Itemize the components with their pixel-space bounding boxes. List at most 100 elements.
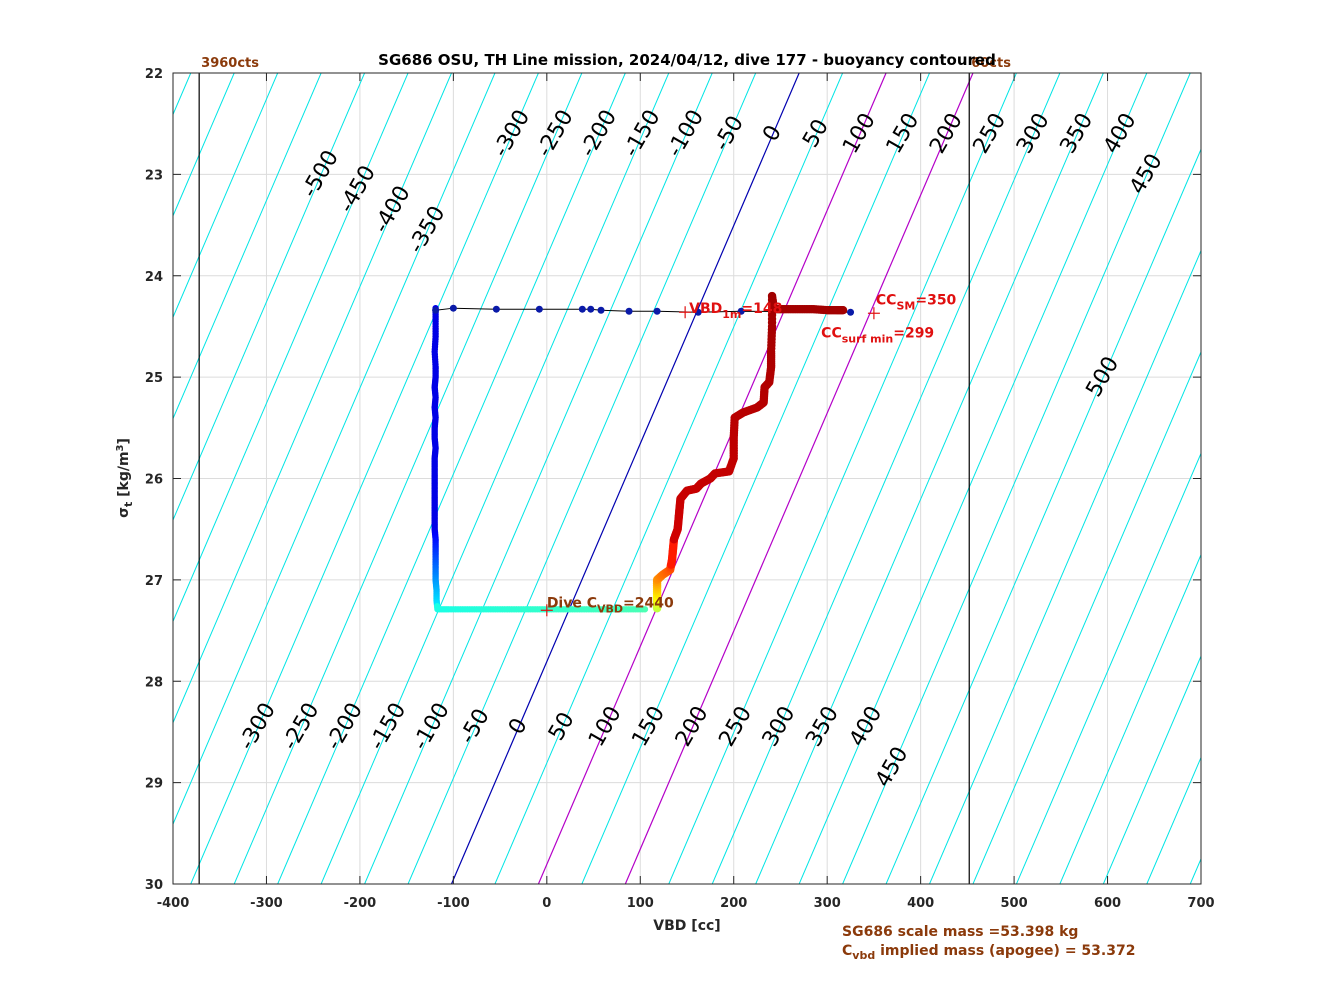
implied-mass-text: Cvbd implied mass (apogee) = 53.372 — [842, 943, 1135, 962]
contour-line — [929, 249, 1201, 884]
surface-point — [597, 306, 605, 314]
contour-line — [1102, 654, 1201, 884]
implied-mass-rest: implied mass (apogee) = 53.372 — [875, 943, 1135, 959]
x-tick-label: 300 — [814, 896, 841, 911]
cc-sm-label-sub: SM — [896, 299, 915, 312]
contour-line — [842, 73, 1191, 884]
vbd-1m-label-value: =148 — [741, 301, 782, 317]
surface-point — [578, 305, 586, 313]
y-tick-label: 28 — [145, 675, 163, 690]
surface-point — [737, 307, 745, 315]
implied-mass-prefix: C — [842, 943, 852, 959]
surface-point — [653, 307, 661, 315]
y-axis-label-sup: 3 — [115, 444, 126, 451]
y-tick-label: 27 — [145, 574, 163, 589]
surface-point — [587, 305, 595, 313]
implied-mass-sub: vbd — [852, 949, 875, 962]
y-tick-label: 29 — [145, 777, 163, 792]
vbd-limit-label: 60cts — [971, 56, 1011, 71]
surface-line — [435, 307, 851, 313]
axis-ticks: -400 -300 -200 -100 0 100 200 300 400 500 600 700 22… — [145, 67, 1215, 911]
surface-point — [449, 304, 457, 312]
dive-cvbd-label-sub: VBD — [597, 602, 623, 615]
contour-line — [173, 73, 279, 319]
x-tick-label: 700 — [1187, 896, 1214, 911]
x-tick-label: -100 — [437, 896, 470, 911]
contour-line — [1059, 553, 1201, 884]
x-tick-label: 500 — [1001, 896, 1028, 911]
cc-sm-label: CCSM=350 — [876, 292, 957, 312]
contour-line — [173, 73, 496, 826]
contour-line — [1321, 73, 1328, 884]
surface-point — [535, 305, 543, 313]
x-tick-label: -300 — [250, 896, 283, 911]
contour-line — [1277, 73, 1328, 884]
y-tick-label: 25 — [145, 371, 163, 386]
contour-line — [173, 73, 322, 420]
contour-line — [668, 73, 1017, 884]
vbd-1m-label: VBD1m=148 — [689, 301, 782, 321]
contour-line — [1015, 452, 1201, 884]
grid — [172, 72, 1202, 885]
contour-line — [972, 350, 1201, 884]
y-axis-label-close: ] — [116, 438, 132, 444]
surface-point — [432, 306, 440, 314]
chart-title: SG686 OSU, TH Line mission, 2024/04/12, … — [378, 51, 996, 69]
contour-line — [173, 73, 366, 522]
contour-line — [798, 73, 1148, 884]
x-axis-label: VBD [cc] — [653, 918, 720, 934]
cc-sm-label-prefix: CC — [876, 292, 897, 308]
y-axis-label-units: [kg/m — [116, 451, 132, 501]
contour-line — [1234, 73, 1328, 884]
vbd-1m-label-prefix: VBD — [689, 301, 722, 317]
contour-line — [624, 73, 974, 884]
contour-line — [277, 73, 626, 884]
dive-point — [641, 606, 649, 613]
surface-point — [847, 308, 855, 316]
contour-line — [364, 73, 713, 884]
contour-line — [755, 73, 1104, 884]
contour-line — [581, 73, 930, 884]
dive-cvbd-label-value: =2440 — [623, 595, 674, 611]
y-tick-label: 26 — [145, 473, 163, 488]
x-tick-label: -200 — [344, 896, 377, 911]
contour-line — [407, 73, 757, 884]
contour-line — [0, 73, 104, 884]
dive-cvbd-label: Dive CVBD=2440 — [547, 595, 674, 615]
contour-line — [494, 73, 844, 884]
y-axis-label: σt [kg/m3] — [115, 438, 135, 518]
cc-sm-label-value: =350 — [915, 292, 956, 308]
cc-surf-min-label-prefix: CC — [821, 325, 842, 341]
x-tick-label: 400 — [907, 896, 934, 911]
vbd-limit-label: 3960cts — [201, 56, 259, 71]
cc-surf-min-label-value: =299 — [893, 325, 934, 341]
y-tick-label: 23 — [145, 168, 163, 183]
buoyancy-contours — [0, 73, 1328, 884]
climb-point — [838, 306, 848, 315]
contour-line — [320, 73, 670, 884]
y-tick-label: 22 — [145, 67, 163, 82]
scale-mass-text: SG686 scale mass =53.398 kg — [842, 924, 1078, 940]
contour-line — [0, 73, 60, 884]
surface-point — [625, 307, 633, 315]
contour-line — [173, 73, 235, 218]
y-axis-label-sigma: σ — [116, 507, 132, 518]
y-tick-label: 30 — [145, 878, 163, 893]
x-tick-label: 0 — [542, 896, 551, 911]
y-axis-label-sub: t — [122, 502, 135, 507]
surface-point — [694, 308, 702, 316]
contour-line — [190, 73, 539, 884]
contour-line — [233, 73, 583, 884]
dive-cvbd-label-prefix: Dive C — [547, 595, 597, 611]
contour-line — [711, 73, 1061, 884]
data-series — [431, 291, 855, 613]
contour-line — [173, 73, 409, 623]
x-tick-label: 600 — [1094, 896, 1121, 911]
x-tick-label: -400 — [157, 896, 190, 911]
surface-point — [492, 305, 500, 313]
contour-line — [0, 73, 17, 884]
cc-surf-min-label-sub: surf min — [842, 332, 893, 345]
y-tick-label: 24 — [145, 270, 163, 285]
